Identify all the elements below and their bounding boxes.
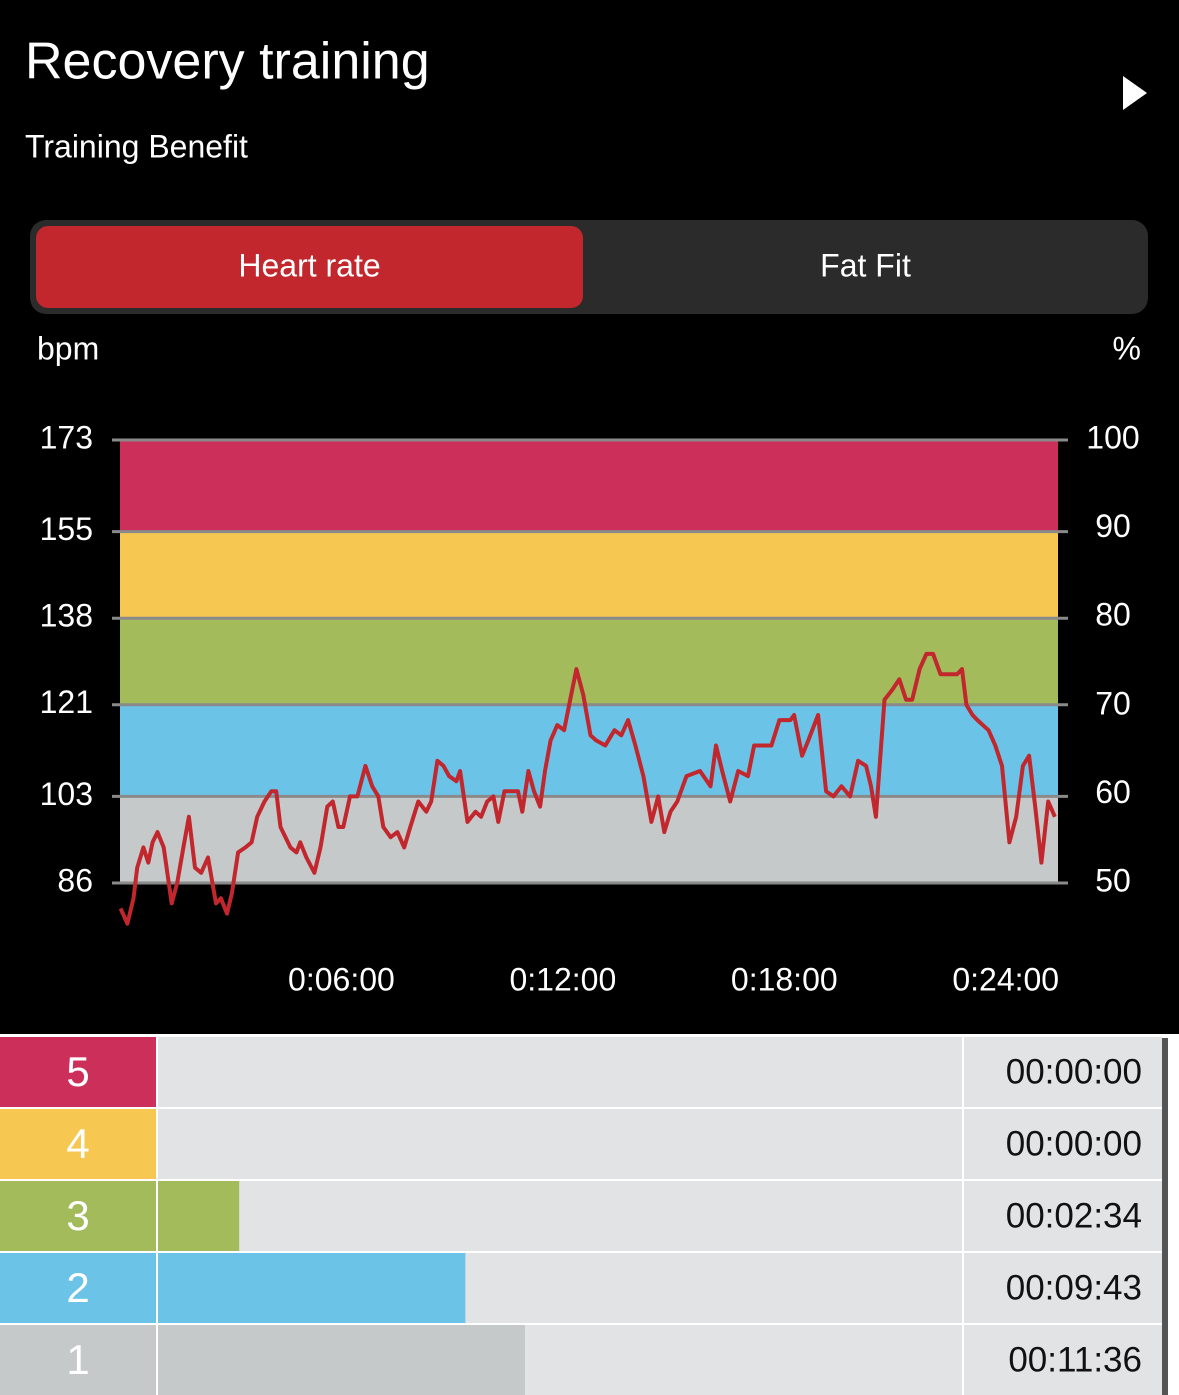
zone-band	[120, 796, 1058, 883]
zone-time-cell	[964, 1325, 1162, 1395]
tab-label[interactable]: Heart rate	[238, 247, 380, 283]
y-tick-label: 103	[40, 776, 93, 812]
zone-number-cell	[0, 1109, 156, 1179]
y2-axis-label: %	[1113, 330, 1141, 366]
zone-bar	[158, 1325, 525, 1395]
y2-tick-label: 80	[1095, 597, 1131, 633]
zone-bar	[158, 1181, 240, 1251]
page-subtitle: Training Benefit	[25, 128, 248, 164]
zone-time: 00:00:00	[1006, 1052, 1142, 1091]
zone-time-cell	[964, 1037, 1162, 1107]
heart-rate-line	[118, 651, 1057, 926]
zone-number: 5	[66, 1048, 89, 1095]
zone-time: 00:09:43	[1006, 1268, 1142, 1307]
zone-track	[158, 1037, 962, 1107]
zone-time: 00:02:34	[1006, 1196, 1142, 1235]
y-axis-label: bpm	[37, 330, 99, 366]
y-tick-label: 155	[40, 511, 93, 547]
tab-label[interactable]: Fat Fit	[820, 247, 911, 283]
y2-tick-label: 60	[1095, 774, 1131, 810]
zone-number-cell	[0, 1037, 156, 1107]
zone-number-cell	[0, 1325, 156, 1395]
zone-track	[158, 1109, 962, 1179]
scrollbar	[1162, 1038, 1168, 1395]
page-title: Recovery training	[25, 33, 430, 91]
zone-number-cell	[0, 1181, 156, 1251]
zone-band	[120, 618, 1058, 705]
zone-time-cell	[964, 1253, 1162, 1323]
x-tick-label: 0:24:00	[952, 961, 1059, 997]
zone-number: 2	[66, 1264, 89, 1311]
zone-number: 4	[66, 1120, 89, 1167]
x-tick-label: 0:06:00	[288, 961, 395, 997]
zone-time-cell	[964, 1181, 1162, 1251]
y2-tick-label: 50	[1095, 862, 1131, 898]
y-tick-label: 173	[40, 419, 93, 455]
zone-bar	[158, 1253, 466, 1323]
zone-band	[120, 531, 1058, 619]
y2-tick-label: 70	[1095, 685, 1131, 721]
x-tick-label: 0:18:00	[731, 961, 838, 997]
zone-number-cell	[0, 1253, 156, 1323]
zone-time: 00:00:00	[1006, 1124, 1142, 1163]
zone-number: 3	[66, 1192, 89, 1239]
zone-track	[158, 1181, 962, 1251]
zone-time-cell	[964, 1109, 1162, 1179]
play-button[interactable]	[1123, 76, 1147, 110]
y2-tick-label: 90	[1095, 508, 1131, 544]
y-tick-label: 86	[57, 862, 93, 898]
zone-band	[120, 440, 1058, 532]
x-tick-label: 0:12:00	[509, 961, 616, 997]
y2-tick-label: 100	[1086, 419, 1139, 455]
zone-number: 1	[66, 1336, 89, 1383]
zone-time: 00:11:36	[1008, 1340, 1142, 1379]
y-tick-label: 121	[40, 684, 93, 720]
y-tick-label: 138	[40, 598, 93, 634]
tab-active-bg[interactable]	[36, 226, 583, 308]
